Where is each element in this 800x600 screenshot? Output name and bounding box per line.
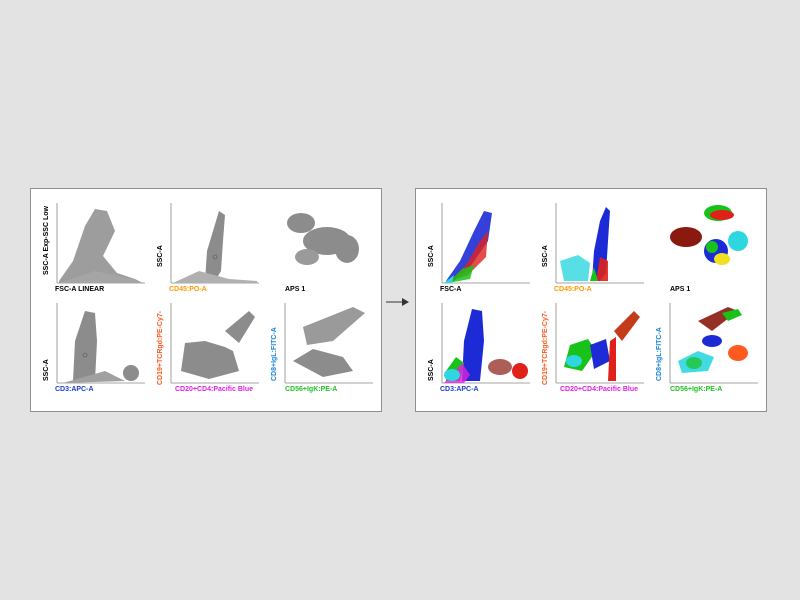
y-axis-label: CD8+IgL:FITC-A xyxy=(271,327,278,381)
scatter-aps1-colored xyxy=(670,205,748,265)
x-axis-label: CD45:PO-A xyxy=(169,286,207,293)
y-axis-label: CD19+TCRgd:PE-Cy7- xyxy=(542,310,549,385)
x-axis-label: CD20+CD4:Pacific Blue xyxy=(175,386,254,393)
scatter-cd56-cd8-colored xyxy=(669,303,758,384)
plot-cd45-ssc-gray: CD45:PO-A SSC-A xyxy=(157,201,261,293)
y-axis-label: CD8+IgL:FITC-A xyxy=(656,327,663,381)
scatter-aps1-gray xyxy=(287,213,359,265)
scatter-cd20-cd19-gray xyxy=(170,303,259,384)
plot-cd20-cd19-colored: CD20+CD4:Pacific Blue CD19+TCRgd:PE-Cy7- xyxy=(542,301,646,393)
plot-fsc-ssc-gray: FSC-A LINEAR SSC-A Exp-SSC Low xyxy=(43,201,147,293)
scatter-fsc-ssc-colored xyxy=(441,203,530,284)
y-axis-label: SSC-A xyxy=(428,245,435,267)
x-axis-label: CD20+CD4:Pacific Blue xyxy=(560,386,639,393)
x-axis-label: CD3:APC-A xyxy=(440,386,479,393)
scatter-cd20-cd19-colored xyxy=(555,303,644,384)
left-panel-gray-plots: FSC-A LINEAR SSC-A Exp-SSC Low CD45:PO-A… xyxy=(30,188,382,412)
scatter-cd56-cd8-gray xyxy=(284,303,373,384)
arrow-right-icon xyxy=(386,298,409,306)
plot-cd45-ssc-colored: CD45:PO-A SSC-A xyxy=(542,201,646,293)
plot-fsc-ssc-colored: FSC-A SSC-A xyxy=(428,201,532,293)
x-axis-label: CD45:PO-A xyxy=(554,286,592,293)
x-axis-label: FSC-A xyxy=(440,286,462,293)
x-axis-label: CD56+IgK:PE-A xyxy=(285,386,338,393)
scatter-cd45-ssc-colored xyxy=(555,203,644,284)
x-axis-label: APS 1 xyxy=(670,286,691,293)
y-axis-label: SSC-A xyxy=(542,245,549,267)
plot-cd3-ssc-gray: CD3:APC-A SSC-A xyxy=(43,301,147,393)
plot-cd20-cd19-gray: CD20+CD4:Pacific Blue CD19+TCRgd:PE-Cy7- xyxy=(157,301,261,393)
plot-cd56-cd8-gray: CD56+IgK:PE-A CD8+IgL:FITC-A xyxy=(271,301,375,393)
y-axis-label: CD19+TCRgd:PE-Cy7- xyxy=(157,310,164,385)
y-axis-label: SSC-A xyxy=(43,359,50,381)
x-axis-label: CD3:APC-A xyxy=(55,386,94,393)
y-axis-label: SSC-A Exp-SSC Low xyxy=(43,206,50,275)
x-axis-label: FSC-A LINEAR xyxy=(55,286,105,293)
plot-aps1-gray: APS 1 xyxy=(277,201,369,293)
plot-cd3-ssc-colored: CD3:APC-A SSC-A xyxy=(428,301,532,393)
y-axis-label: SSC-A xyxy=(428,359,435,381)
scatter-cd3-ssc-colored xyxy=(441,303,530,384)
y-axis-label: SSC-A xyxy=(157,245,164,267)
scatter-cd45-ssc-gray xyxy=(170,203,259,284)
plot-cd56-cd8-colored: CD56+IgK:PE-A CD8+IgL:FITC-A xyxy=(656,301,760,393)
plot-aps1-colored: APS 1 xyxy=(662,201,754,293)
x-axis-label: APS 1 xyxy=(285,286,306,293)
scatter-fsc-ssc-gray xyxy=(56,203,145,284)
scatter-cd3-ssc-gray xyxy=(56,303,145,384)
right-panel-colored-plots: FSC-A SSC-A CD45:PO-A SSC-A APS 1 xyxy=(415,188,767,412)
x-axis-label: CD56+IgK:PE-A xyxy=(670,386,723,393)
